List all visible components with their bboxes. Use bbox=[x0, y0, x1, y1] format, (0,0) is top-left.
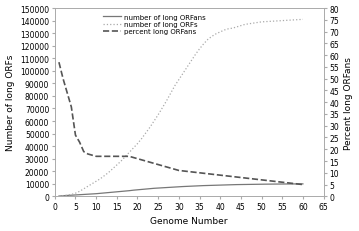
Legend: number of long ORFans, number of long ORFs, percent long ORFans: number of long ORFans, number of long OR… bbox=[101, 12, 208, 37]
Y-axis label: Number of long ORFs: Number of long ORFs bbox=[5, 55, 15, 151]
percent long ORFans bbox=[140, 159, 144, 161]
percent long ORFans bbox=[135, 158, 140, 160]
Y-axis label: Percent long ORFans: Percent long ORFans bbox=[344, 57, 354, 149]
X-axis label: Genome Number: Genome Number bbox=[150, 216, 228, 225]
number of long ORFs bbox=[301, 19, 305, 22]
number of long ORFs bbox=[140, 138, 144, 140]
Line: number of long ORFs: number of long ORFs bbox=[59, 20, 303, 196]
Line: number of long ORFans: number of long ORFans bbox=[59, 184, 303, 196]
number of long ORFs bbox=[127, 151, 131, 154]
number of long ORFs bbox=[210, 36, 214, 39]
number of long ORFans bbox=[301, 183, 305, 185]
percent long ORFans bbox=[98, 155, 102, 158]
percent long ORFans bbox=[210, 173, 214, 176]
number of long ORFans bbox=[135, 188, 140, 191]
number of long ORFs bbox=[119, 160, 123, 163]
number of long ORFs bbox=[98, 178, 102, 180]
number of long ORFans bbox=[140, 188, 144, 191]
number of long ORFans bbox=[210, 184, 214, 187]
percent long ORFans bbox=[127, 155, 131, 158]
number of long ORFans bbox=[57, 195, 61, 198]
number of long ORFans bbox=[127, 189, 131, 192]
percent long ORFans bbox=[119, 155, 123, 158]
percent long ORFans bbox=[57, 61, 61, 64]
Line: percent long ORFans: percent long ORFans bbox=[59, 63, 303, 185]
number of long ORFs bbox=[135, 143, 140, 145]
number of long ORFans bbox=[98, 192, 102, 195]
number of long ORFs bbox=[57, 195, 61, 198]
percent long ORFans bbox=[301, 183, 305, 186]
number of long ORFans bbox=[119, 190, 123, 193]
